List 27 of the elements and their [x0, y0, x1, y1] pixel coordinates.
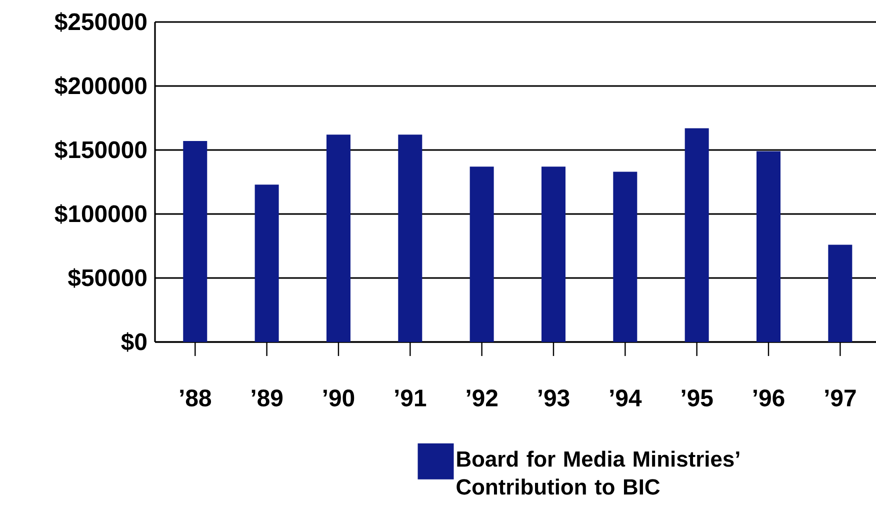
x-tick-label: ’96 [754, 390, 784, 406]
bar [541, 166, 566, 342]
x-tick-label: ’88 [180, 390, 212, 406]
bar [470, 166, 494, 342]
bar [254, 184, 279, 342]
legend-label: Board for Media Ministries’ Contribution to BIC [456, 450, 740, 495]
y-tick-label: $0 [121, 332, 146, 352]
bar [756, 151, 781, 342]
y-tick-label: $50000 [68, 268, 146, 288]
x-tick-label: ’89 [252, 390, 283, 406]
y-tick-label: $150000 [54, 140, 146, 160]
bar [613, 172, 638, 342]
x-tick-label: ’92 [466, 390, 498, 406]
x-tick-label: ’94 [610, 390, 642, 406]
x-tick-label: ’90 [323, 390, 354, 406]
bar [183, 141, 208, 342]
y-tick-label: $200000 [54, 76, 146, 96]
x-tick-label: ’93 [538, 390, 570, 406]
bar [828, 244, 852, 342]
x-tick-label: ’97 [825, 390, 856, 406]
bar [326, 134, 350, 342]
bar [398, 134, 422, 342]
y-tick-label: $250000 [54, 12, 146, 32]
bar [684, 128, 709, 342]
y-tick-label: $100000 [54, 204, 146, 224]
x-tick-label: ’95 [682, 390, 713, 406]
x-tick-label: ’91 [395, 390, 426, 406]
